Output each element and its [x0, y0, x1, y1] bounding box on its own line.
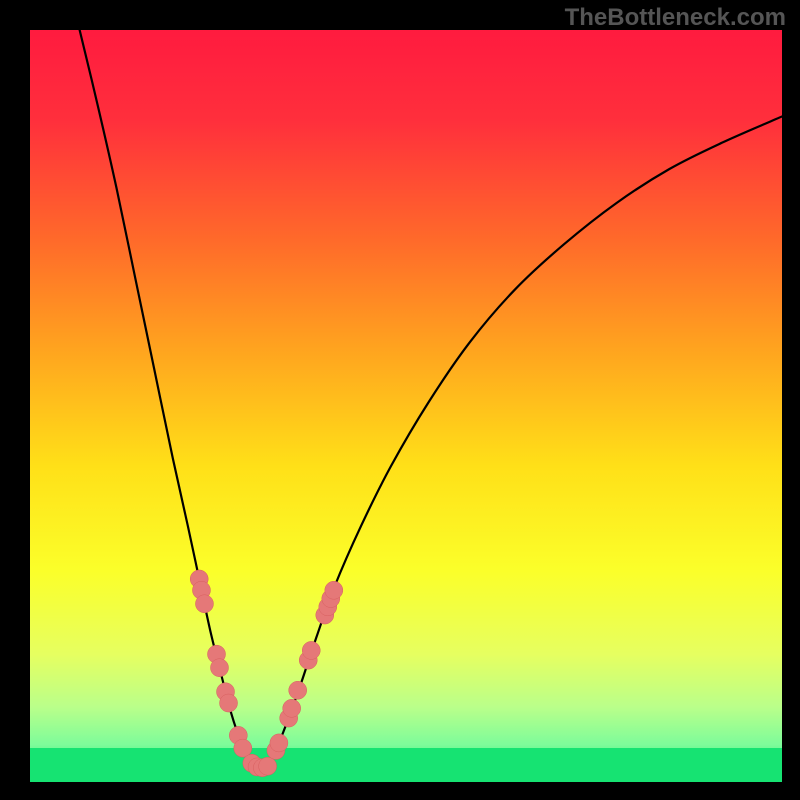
data-marker — [259, 757, 277, 775]
curve-right — [267, 116, 782, 766]
watermark-text: TheBottleneck.com — [565, 4, 786, 32]
data-marker — [283, 699, 301, 717]
curve-left — [80, 30, 256, 767]
chart-frame — [0, 0, 800, 800]
curves-layer — [30, 30, 782, 782]
data-marker — [220, 694, 238, 712]
data-marker — [289, 681, 307, 699]
data-marker — [325, 581, 343, 599]
data-marker — [302, 641, 320, 659]
data-marker — [211, 659, 229, 677]
data-marker — [195, 595, 213, 613]
plot-area — [30, 30, 782, 782]
data-marker — [270, 734, 288, 752]
